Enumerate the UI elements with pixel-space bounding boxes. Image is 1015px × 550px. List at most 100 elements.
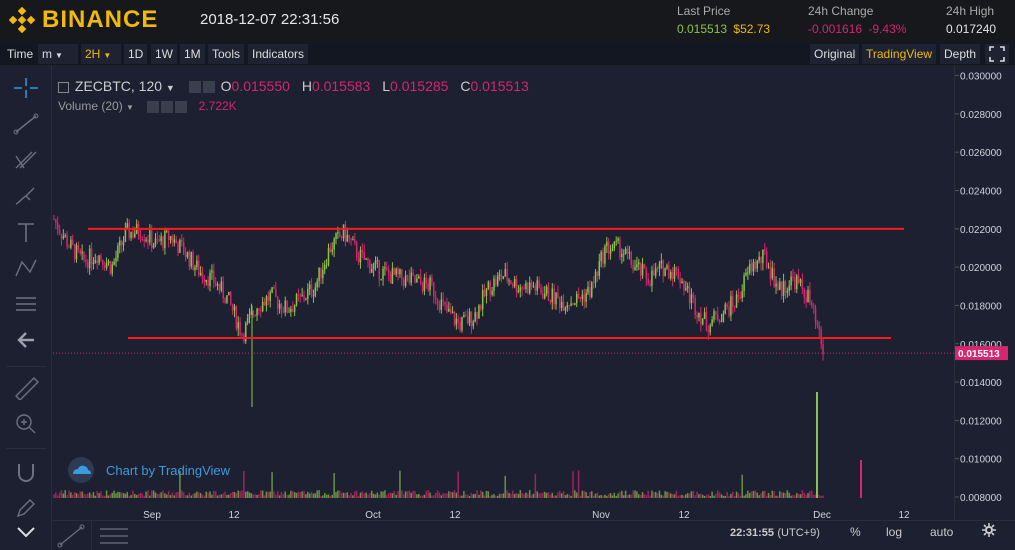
candle-body [107, 261, 110, 264]
volume-bar [860, 460, 862, 498]
tradingview-button[interactable]: TradingView [862, 44, 937, 64]
candle-body [199, 272, 202, 276]
volume-bar [308, 493, 311, 498]
fullscreen-button[interactable] [985, 44, 1009, 64]
candle-body [664, 268, 666, 277]
volume-bar [431, 495, 433, 498]
timezone-display[interactable]: 22:31:55 (UTC+9) [730, 525, 820, 539]
candle-body [724, 304, 727, 314]
interval-1d-button[interactable]: 1D [124, 44, 148, 64]
volume-bar [378, 494, 381, 498]
volume-bar [694, 495, 696, 498]
candle-body [489, 281, 491, 295]
candle-body [186, 251, 189, 258]
volume-bar [769, 495, 772, 498]
depth-button[interactable]: Depth [940, 44, 981, 64]
volume-bar [410, 492, 412, 498]
candle-body [748, 263, 751, 273]
volume-bar [273, 491, 275, 498]
candle-body [77, 245, 80, 250]
candle-body [399, 269, 401, 275]
candle-body [293, 305, 296, 312]
tools-button[interactable]: Tools [208, 44, 245, 64]
measure-tool[interactable] [12, 376, 40, 401]
interval-2h-dropdown[interactable]: 2H ▼ [81, 44, 121, 64]
price-chart[interactable]: 0.030000 0.028000 0.026000 0.024000 0.022000… [0, 66, 1015, 550]
brush-tool[interactable] [12, 184, 40, 208]
volume-bar [205, 491, 208, 498]
candle-body [630, 252, 633, 265]
volume-bar [87, 493, 89, 498]
candle-body [476, 312, 478, 319]
candle-body [600, 251, 602, 262]
candle-body [765, 251, 768, 268]
candle-body [339, 231, 341, 237]
chevron-down-icon[interactable]: ▼ [126, 103, 134, 112]
draw-lines-toggle[interactable] [94, 521, 134, 550]
candle-body [816, 322, 819, 326]
series-toggle-icon[interactable] [58, 81, 69, 93]
gear-icon[interactable] [202, 81, 215, 94]
chevron-down-icon[interactable]: ▼ [165, 83, 175, 93]
volume-bar [88, 492, 91, 498]
volume-bar [775, 495, 777, 498]
candle-body [668, 265, 670, 279]
candle-body [263, 301, 266, 306]
text-tool[interactable] [12, 220, 40, 244]
volume-bar [423, 494, 426, 498]
magnet-tool[interactable] [12, 460, 40, 484]
candle-body [606, 241, 608, 247]
candle-body [572, 303, 574, 305]
lock-drawings-tool[interactable] [12, 496, 40, 520]
close-icon[interactable] [175, 100, 188, 113]
auto-scale-toggle[interactable]: auto [930, 525, 954, 539]
eye-icon[interactable] [188, 81, 201, 94]
candle-body [628, 252, 631, 254]
volume-bar [752, 491, 755, 498]
indicators-button[interactable]: Indicators [248, 44, 309, 64]
chart-settings-button[interactable] [982, 523, 996, 540]
collapse-tools-button[interactable] [12, 520, 40, 544]
volume-bar [340, 492, 343, 498]
candle-body [698, 312, 700, 318]
candle-body [220, 281, 223, 291]
prediction-tool[interactable] [12, 292, 40, 316]
interval-1m-button[interactable]: 1M [180, 44, 205, 64]
volume-bar [506, 490, 508, 498]
crosshair-tool[interactable] [12, 76, 40, 100]
volume-bar [139, 492, 142, 498]
volume-bar [636, 491, 638, 498]
zoom-tool[interactable] [12, 412, 40, 436]
draw-line-toggle[interactable] [52, 521, 92, 550]
candle-body [320, 267, 322, 279]
gear-icon[interactable] [161, 100, 174, 113]
binance-logo[interactable]: BINANCE [8, 6, 158, 34]
volume-bar [638, 494, 640, 498]
volume-bar [252, 494, 255, 498]
pattern-tool[interactable] [12, 256, 40, 280]
back-tool[interactable] [12, 328, 40, 352]
candle-body [758, 256, 760, 261]
volume-bar [666, 491, 668, 498]
candle-body [56, 222, 59, 230]
eye-icon[interactable] [147, 100, 160, 113]
fib-tool[interactable] [12, 148, 40, 172]
log-scale-toggle[interactable]: log [886, 525, 903, 539]
volume-bar [229, 493, 232, 498]
price-axis-label: 0.022000 [960, 225, 1002, 236]
volume-bar [292, 491, 294, 498]
volume-bar [372, 493, 375, 498]
candle-body [745, 272, 747, 276]
tradingview-watermark[interactable]: Chart by TradingView [66, 456, 230, 484]
minute-dropdown[interactable]: m ▼ [38, 44, 78, 64]
candle-body [653, 270, 655, 276]
volume-bar [141, 493, 144, 498]
volume-bar [463, 491, 465, 498]
chart-area[interactable]: 0.030000 0.028000 0.026000 0.024000 0.022000… [0, 66, 1015, 550]
percent-scale-toggle[interactable]: % [850, 525, 861, 539]
candle-body [216, 284, 219, 286]
original-view-button[interactable]: Original [810, 44, 860, 64]
trend-line-tool[interactable] [12, 112, 40, 136]
interval-1w-button[interactable]: 1W [151, 44, 177, 64]
candle-body [312, 295, 315, 297]
